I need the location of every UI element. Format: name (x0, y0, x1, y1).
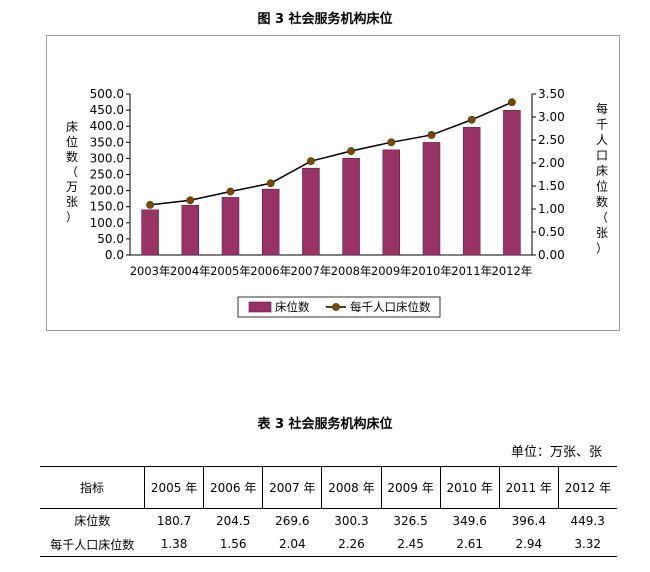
line-point (146, 200, 154, 209)
bar (261, 188, 280, 256)
bar (422, 142, 441, 256)
line-point (387, 138, 396, 147)
table-header-year: 2005 年 (143, 466, 204, 509)
right-tick-label: 3.50 (538, 87, 565, 101)
table-cell: 349.6 (452, 513, 487, 528)
legend-swatch-bar (248, 301, 272, 313)
table-cell: 1.38 (144, 532, 204, 557)
bar (302, 167, 320, 256)
bar (221, 197, 240, 256)
right-tick-label: 2.00 (538, 156, 565, 170)
x-tick-label: 2008年 (331, 264, 372, 278)
table-header-year: 2007 年 (262, 466, 322, 509)
left-tick-label: 250.0 (90, 168, 124, 182)
figure-title: 图 3 社会服务机构床位 (257, 12, 393, 27)
table-unit: 单位：万张、张 (510, 445, 602, 460)
line-point (427, 131, 436, 139)
table-cell: 3.32 (558, 532, 617, 557)
left-tick-label: 100.0 (90, 216, 124, 230)
left-tick-label: 400.0 (90, 119, 124, 133)
line-point (467, 115, 476, 124)
legend-swatch-marker (332, 303, 340, 311)
table-header-year: 2006 年 (203, 466, 263, 509)
right-tick-label: 1.00 (538, 202, 565, 216)
x-tick-label: 2011年 (451, 264, 492, 278)
left-tick-label: 200.0 (90, 184, 124, 198)
table-header-year: 2010 年 (439, 466, 500, 509)
left-tick-label: 450.0 (90, 103, 124, 117)
x-tick-label: 2006年 (250, 264, 291, 278)
x-tick-label: 2010年 (411, 264, 452, 278)
chart-frame (46, 35, 620, 331)
table-body: 床位数 180.7 204.5 269.6 300.3 326.5 349.6 396.4 44… (40, 509, 617, 557)
bar (382, 149, 401, 256)
table-header-year: 2012 年 (557, 466, 617, 509)
x-tick-label: 2009年 (371, 264, 412, 278)
line-point (226, 187, 235, 196)
table-cell: 449.3 (570, 513, 605, 528)
combo-chart: 0.0 50.0 100.0 150.0 200.0 250.0 300.0 350.0 400… (66, 87, 608, 318)
line-point (507, 98, 516, 107)
table-header-indicator: 指标 (40, 466, 145, 509)
table-cell: 2.45 (381, 532, 441, 557)
table-row: 每千人口床位数 1.38 1.56 2.04 2.26 2.45 2.61 2.94 3.32 (40, 532, 617, 557)
table-cell: 269.6 (275, 513, 310, 528)
table-title: 表 3 社会服务机构床位 (257, 417, 393, 432)
x-tick-label: 2012年 (492, 264, 533, 278)
line-point (347, 147, 355, 155)
table-cell: 204.5 (216, 513, 251, 528)
right-tick-label: 2.50 (538, 133, 565, 147)
table-cell: 1.56 (203, 532, 263, 557)
left-tick-label: 500.0 (90, 87, 124, 101)
table-header-year: 2009 年 (380, 466, 441, 509)
bar (342, 158, 360, 256)
right-axis-title: 每千人口床位数（张） (596, 101, 608, 256)
legend-label-bar: 床位数 (275, 300, 310, 314)
table-cell: 300.3 (334, 513, 369, 528)
table-header-year: 2008 年 (321, 466, 381, 509)
table-cell: 2.26 (321, 532, 381, 557)
left-tick-label: 350.0 (90, 135, 124, 149)
bar (141, 209, 159, 256)
table-cell: 396.4 (511, 513, 546, 528)
right-tick-label: 0.00 (538, 248, 565, 262)
left-tick-label: 50.0 (97, 232, 124, 246)
bar (181, 204, 200, 256)
x-tick-label: 2005年 (210, 264, 251, 278)
left-tick-label: 300.0 (90, 151, 124, 165)
left-axis-title: 床位数（万张） (66, 120, 78, 224)
table-row: 床位数 180.7 204.5 269.6 300.3 326.5 349.6 396.4 44… (40, 509, 617, 533)
line-point (306, 157, 315, 166)
table-cell: 180.7 (156, 513, 192, 528)
row-label: 每千人口床位数 (40, 532, 145, 557)
right-tick-label: 0.50 (538, 225, 565, 239)
legend-label-line: 每千人口床位数 (350, 300, 431, 314)
table-cell: 2.94 (499, 532, 559, 557)
bar (503, 110, 521, 256)
line-point (186, 196, 195, 205)
table-header-row: 指标 2005 年 2006 年 2007 年 2008 年 2009 年 2010 年 20… (40, 466, 617, 509)
line-series (150, 101, 513, 206)
line-point (266, 179, 275, 188)
row-label: 床位数 (74, 514, 111, 529)
bar (462, 127, 481, 256)
table-cell: 2.04 (262, 532, 322, 557)
right-tick-label: 1.50 (538, 179, 565, 193)
table-cell: 2.61 (440, 532, 500, 557)
table-cell: 326.5 (393, 513, 428, 528)
x-tick-label: 2004年 (170, 264, 211, 278)
left-tick-label: 0.0 (105, 248, 124, 262)
left-tick-label: 150.0 (90, 200, 124, 214)
table-header-year: 2011 年 (498, 466, 559, 509)
x-tick-label: 2003年 (130, 264, 171, 278)
x-tick-label: 2007年 (291, 264, 332, 278)
data-table: 指标 2005 年 2006 年 2007 年 2008 年 2009 年 2010 年 20… (40, 466, 617, 557)
right-tick-label: 3.00 (538, 110, 565, 124)
